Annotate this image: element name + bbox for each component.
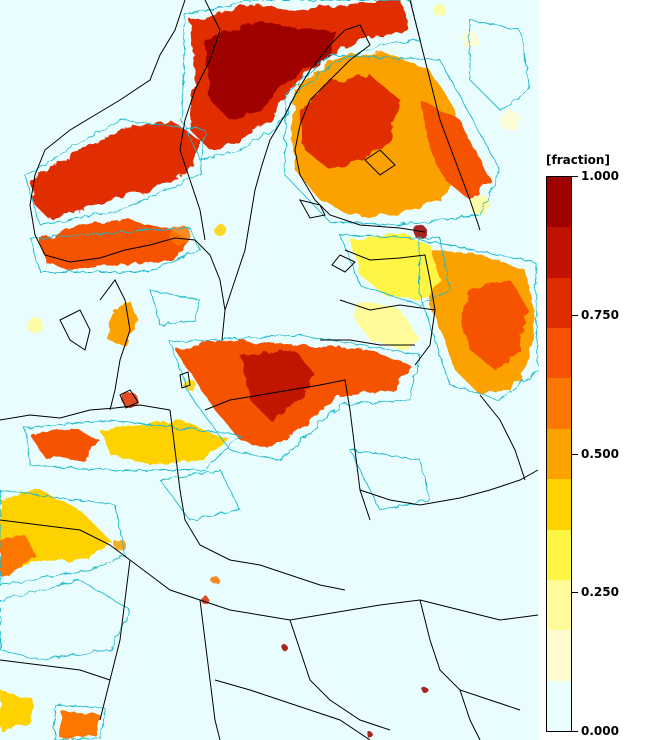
colorbar-tick-label: 0.500 [581,446,619,461]
field-norway-south [40,220,190,270]
field-denmark [108,300,138,345]
colorbar-tick-label: 0.750 [581,307,619,322]
colorbar-tick [572,453,578,455]
colorbar-segment [547,479,571,530]
colorbar-tick [572,592,578,594]
colorbar-tick-label: 0.000 [581,724,619,738]
field-latvia [355,300,420,350]
field-baltics [350,232,440,300]
fraction-map [0,0,539,740]
fraction-field [0,0,535,738]
colorbar-segment [547,378,571,429]
colorbar-segment [547,529,571,580]
map-canvas [0,0,539,740]
field-southwest [0,535,35,575]
colorbar-segment [547,579,571,631]
field-north-germany [100,420,230,465]
field-russia-core [460,280,528,370]
colorbar-segment [547,177,571,228]
colorbar-segment [547,680,571,731]
colorbar-segment [547,630,571,681]
contour-lines [0,0,539,740]
colorbar-tick [572,731,578,732]
colorbar-segment [547,277,571,329]
field-finland-core [300,75,400,170]
colorbar-segment [547,227,571,278]
country-borders [0,0,539,740]
field-bottomleft [60,710,100,738]
field-bottomleft-west [0,690,35,730]
field-westcoast [30,428,100,460]
colorbar-tick [572,314,578,316]
field-finland-east [420,100,490,200]
colorbar-tick [572,176,578,177]
colorbar-title: [fraction] [546,153,610,167]
field-norway-west [30,120,200,220]
field-central-core [240,350,315,420]
field-scandinavia-core [205,20,335,120]
colorbar-segment [547,428,571,480]
colorbar-tick-label: 0.250 [581,585,619,600]
colorbar-tick-label: 1.000 [581,169,619,183]
colorbar [546,176,572,732]
colorbar-segment [547,328,571,379]
